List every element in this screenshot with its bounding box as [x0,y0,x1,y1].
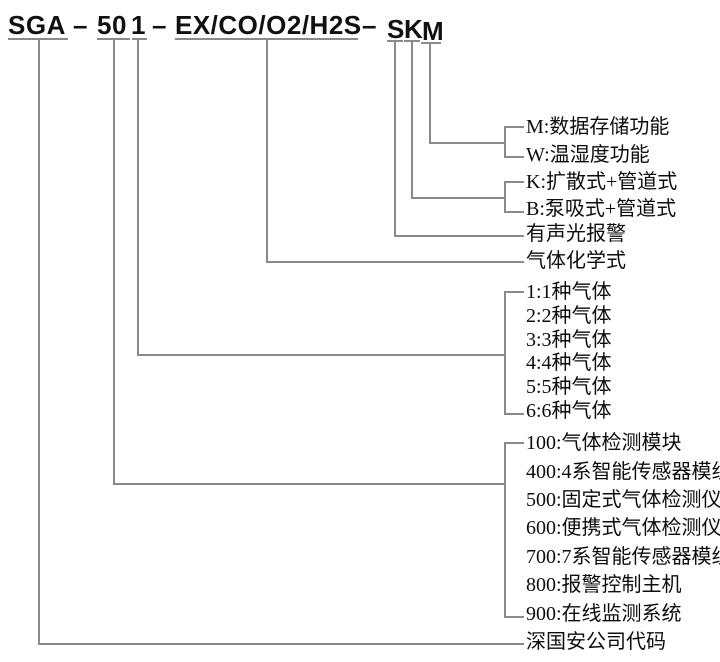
underline-k [404,40,420,42]
leader-line-s [394,42,524,237]
underline-prefix [8,38,68,40]
bracket-series-options [504,442,524,618]
label-series-100: 100:气体检测模块 [526,432,682,454]
label-count-6: 6:6种气体 [526,400,612,422]
model-count-digit: 1 [131,10,146,40]
dash-separator-2: – [152,10,167,40]
model-prefix: SGA [8,10,66,40]
dash-separator-3: – [362,10,377,40]
underline-count [132,38,147,40]
label-count-2: 2:2种气体 [526,305,612,327]
leader-line-prefix [38,40,524,645]
label-series-900: 900:在线监测系统 [526,603,682,625]
label-b-pump: B:泵吸式+管道式 [526,198,677,220]
label-count-3: 3:3种气体 [526,329,612,351]
label-sound-light-alarm: 有声光报警 [526,223,626,245]
label-gas-chemical: 气体化学式 [526,250,626,272]
label-m-data-storage: M:数据存储功能 [526,116,670,138]
label-series-800: 800:报警控制主机 [526,574,682,596]
label-count-4: 4:4种气体 [526,352,612,374]
model-letter-m: M [422,16,445,46]
model-series-digits: 50 [97,10,127,40]
model-gas-formula: EX/CO/O2/H2S [175,10,362,40]
label-company-code: 深国安公司代码 [526,631,666,653]
bracket-k-options [504,181,524,213]
label-k-diffusion: K:扩散式+管道式 [526,171,678,193]
label-count-1: 1:1种气体 [526,281,612,303]
label-count-5: 5:5种气体 [526,376,612,398]
model-letter-s: S [387,14,405,44]
bracket-count-options [504,291,524,415]
leader-line-gases [266,40,524,263]
leader-line-series [113,40,506,485]
underline-m [421,42,441,44]
leader-line-k [411,42,506,199]
label-series-400: 400:4系智能传感器模组 [526,461,720,483]
model-letter-k: K [404,14,424,44]
bracket-m-options [504,126,524,158]
label-series-700: 700:7系智能传感器模组 [526,546,720,568]
underline-series [97,38,130,40]
leader-line-m [429,44,506,144]
dash-separator-1: – [73,10,88,40]
label-w-temp-humidity: W:温湿度功能 [526,144,650,166]
underline-s [387,40,403,42]
label-series-500: 500:固定式气体检测仪 [526,489,720,511]
leader-line-count [137,40,506,356]
underline-gases [175,38,358,40]
label-series-600: 600:便携式气体检测仪 [526,517,720,539]
